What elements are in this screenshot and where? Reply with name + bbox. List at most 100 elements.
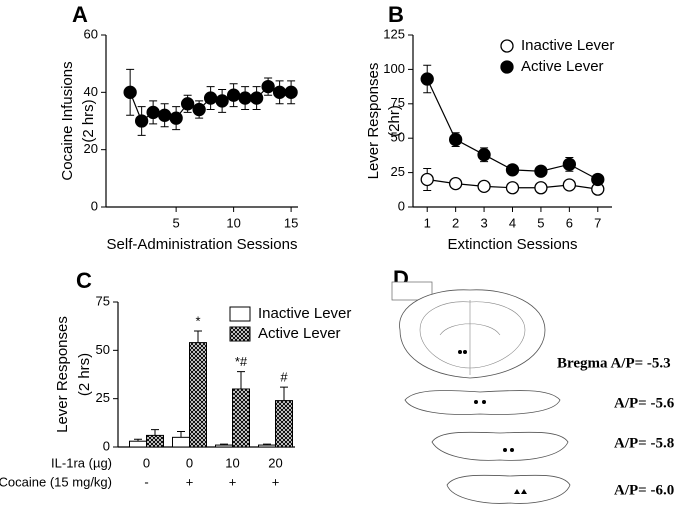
- annotation: *#: [235, 354, 248, 369]
- brain-section: [446, 474, 571, 504]
- section-label: A/P= -5.6: [614, 395, 675, 411]
- bar: [232, 388, 250, 448]
- y-tick-label: 25: [96, 390, 110, 405]
- marker: [226, 88, 241, 102]
- annotation: *: [195, 313, 200, 328]
- marker: [562, 178, 577, 192]
- y-tick-label: 100: [383, 61, 405, 76]
- panel-letter: A: [72, 2, 88, 27]
- error-bar: [280, 386, 288, 401]
- site: [482, 400, 486, 404]
- y-axis-label: Cocaine Infusions: [59, 61, 76, 180]
- site: [474, 400, 478, 404]
- marker: [169, 111, 183, 125]
- y-tick-label: 75: [391, 95, 405, 110]
- section-label: A/P= -6.0: [614, 482, 674, 498]
- marker: [238, 91, 252, 105]
- bar: [146, 434, 164, 448]
- inset: [391, 281, 433, 301]
- marker: [448, 132, 463, 147]
- marker: [505, 181, 520, 195]
- y-tick-label: 0: [398, 198, 405, 213]
- brain-section: [431, 431, 569, 461]
- x-tick-label: 2: [452, 215, 459, 230]
- x-tick-label: 0: [186, 455, 193, 470]
- x-tick-label: 15: [284, 215, 298, 230]
- x-tick-label: 5: [173, 215, 180, 230]
- x-axis-label: Extinction Sessions: [447, 236, 577, 253]
- error-bar: [177, 431, 185, 438]
- error-bar: [237, 371, 245, 389]
- brain-detail: [419, 300, 526, 375]
- y-tick-label: 0: [91, 198, 98, 213]
- x-tick-label: 3: [480, 215, 487, 230]
- section-label: A/P= -5.8: [614, 435, 674, 451]
- marker: [180, 97, 195, 111]
- x-tick-label: +: [229, 474, 237, 489]
- marker: [420, 172, 434, 187]
- site: [510, 448, 514, 452]
- y-axis-label: Lever Responses: [365, 63, 382, 180]
- x-tick-label: -: [144, 474, 148, 489]
- bar: [215, 444, 233, 448]
- x-tick-label: +: [272, 474, 280, 489]
- x-tick-label: +: [186, 474, 194, 489]
- marker: [448, 176, 463, 191]
- marker: [146, 105, 160, 120]
- legend-marker: [500, 60, 514, 74]
- y-tick-label: 125: [383, 26, 405, 41]
- marker: [477, 148, 491, 162]
- category-row-label: IL-1ra (µg): [51, 455, 112, 470]
- bar: [172, 436, 190, 448]
- legend-label: Inactive Lever: [258, 305, 351, 322]
- x-tick-label: 4: [509, 215, 516, 230]
- marker: [261, 79, 275, 94]
- y-axis-label: Lever Responses: [54, 316, 71, 433]
- marker: [591, 172, 605, 187]
- x-tick-label: 10: [225, 455, 239, 470]
- y-axis-label: (2 hrs): [80, 99, 97, 142]
- marker: [123, 85, 137, 99]
- marker: [215, 94, 229, 108]
- section-label: Bregma A/P= -5.3: [557, 355, 671, 371]
- error-bar: [151, 429, 159, 436]
- annotation: #: [280, 370, 288, 385]
- marker: [192, 102, 206, 117]
- marker: [249, 91, 264, 105]
- bar: [129, 440, 147, 448]
- x-axis-label: Self-Administration Sessions: [107, 236, 298, 253]
- legend-label: Active Lever: [521, 58, 604, 75]
- legend-swatch: [229, 326, 251, 342]
- legend-marker: [500, 39, 514, 53]
- marker: [420, 72, 434, 86]
- legend-label: Inactive Lever: [521, 37, 614, 54]
- bar: [258, 444, 276, 448]
- marker: [272, 85, 287, 99]
- site: [514, 489, 527, 494]
- x-tick-label: 10: [226, 215, 240, 230]
- y-axis-label: (2hr): [386, 105, 403, 137]
- y-axis-label: (2 hrs): [76, 353, 93, 396]
- y-tick-label: 20: [84, 141, 98, 156]
- x-tick-label: 20: [268, 455, 282, 470]
- y-tick-label: 75: [96, 293, 110, 308]
- marker: [534, 181, 548, 195]
- y-tick-label: 60: [84, 26, 98, 41]
- marker: [534, 164, 548, 178]
- site: [503, 448, 507, 452]
- category-row-label: Cocaine (15 mg/kg): [0, 474, 112, 489]
- y-tick-label: 0: [103, 438, 110, 453]
- y-tick-label: 50: [391, 130, 405, 145]
- marker: [505, 163, 520, 177]
- y-tick-label: 25: [391, 164, 405, 179]
- panel-letter: C: [76, 268, 92, 293]
- panel-d: D Bregma A/P= -5.3 A/P= -5.6 A/P= -5.8 A…: [391, 266, 675, 504]
- marker: [284, 85, 298, 99]
- marker: [477, 179, 491, 194]
- bar: [189, 342, 207, 448]
- error-bar: [194, 330, 202, 343]
- x-tick-label: 5: [537, 215, 544, 230]
- legend-swatch: [229, 306, 251, 322]
- site: [463, 350, 467, 354]
